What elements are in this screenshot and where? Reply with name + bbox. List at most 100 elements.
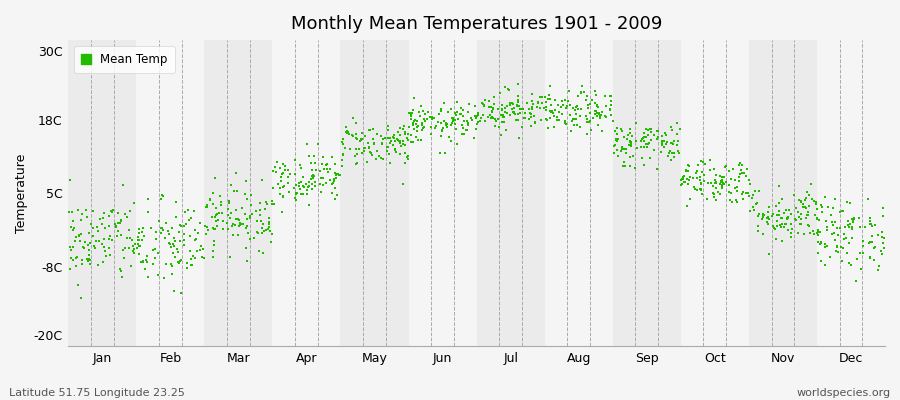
Point <box>341 131 356 137</box>
Point <box>195 246 210 252</box>
Point <box>877 245 891 251</box>
Point <box>878 234 892 241</box>
Point <box>751 200 765 206</box>
Point <box>473 114 488 121</box>
Point <box>70 281 85 288</box>
Point <box>724 190 739 196</box>
Point <box>509 102 524 109</box>
Point <box>136 225 150 231</box>
Point <box>436 125 450 132</box>
Point <box>828 248 842 254</box>
Point <box>716 180 730 186</box>
Point <box>230 188 244 194</box>
Point <box>335 162 349 169</box>
Point <box>214 199 229 205</box>
Point <box>200 202 214 208</box>
Point <box>199 231 213 238</box>
Point <box>575 83 590 90</box>
Point <box>179 265 194 271</box>
Point <box>445 120 459 126</box>
Point <box>476 103 491 109</box>
Point <box>805 196 819 202</box>
Point <box>814 239 828 246</box>
Point <box>461 122 475 128</box>
Point <box>500 110 515 116</box>
Point <box>174 290 188 296</box>
Point <box>806 230 821 237</box>
Point <box>608 128 622 134</box>
Point <box>130 237 145 243</box>
Point <box>86 243 101 249</box>
Point <box>626 153 640 159</box>
Point <box>554 104 568 110</box>
Point <box>636 137 651 144</box>
Point <box>444 105 458 112</box>
Point <box>498 109 512 115</box>
Point <box>415 120 429 126</box>
Point <box>406 120 420 127</box>
Point <box>487 94 501 100</box>
Point <box>762 204 777 210</box>
Point <box>274 174 288 180</box>
Point <box>241 230 256 236</box>
Point <box>511 116 526 123</box>
Point <box>831 232 845 238</box>
Point <box>734 171 748 177</box>
Point <box>335 139 349 146</box>
Point <box>134 258 148 265</box>
Point <box>302 202 316 208</box>
Point <box>678 179 692 186</box>
Point <box>558 121 572 128</box>
Point <box>164 261 178 268</box>
Point <box>563 127 578 134</box>
Point <box>518 110 532 116</box>
Point <box>694 180 708 186</box>
Point <box>112 266 127 272</box>
Point <box>208 226 222 232</box>
Point <box>409 121 423 128</box>
Point <box>461 108 475 115</box>
Point <box>657 144 671 150</box>
Point <box>849 278 863 284</box>
Point <box>598 92 613 99</box>
Point <box>484 104 499 110</box>
Point <box>643 154 657 161</box>
Point <box>709 172 724 178</box>
Point <box>683 196 698 202</box>
Point <box>650 166 664 172</box>
Point <box>173 258 187 264</box>
Point <box>392 138 407 144</box>
Point <box>323 166 338 173</box>
Point <box>830 244 844 250</box>
Point <box>867 257 881 264</box>
Point <box>460 118 474 124</box>
Point <box>847 214 861 221</box>
Point <box>161 228 176 234</box>
Point <box>66 257 80 263</box>
Point <box>818 240 832 247</box>
Point <box>380 148 394 154</box>
Point <box>137 233 151 239</box>
Point <box>139 257 153 264</box>
Point <box>787 192 801 198</box>
Point <box>511 102 526 109</box>
Point <box>538 107 553 113</box>
Point <box>584 127 598 133</box>
Point <box>706 190 720 196</box>
Point <box>591 104 606 110</box>
Point <box>628 138 643 145</box>
Point <box>438 150 453 156</box>
Point <box>568 107 582 114</box>
Point <box>63 254 77 261</box>
Point <box>267 164 282 170</box>
Point <box>449 126 464 132</box>
Point <box>428 125 443 131</box>
Point <box>670 142 684 148</box>
Point <box>778 207 793 214</box>
Point <box>788 205 803 211</box>
Point <box>543 83 557 89</box>
Point <box>609 136 624 143</box>
Point <box>356 148 371 154</box>
Point <box>707 194 722 200</box>
Point <box>798 205 813 212</box>
